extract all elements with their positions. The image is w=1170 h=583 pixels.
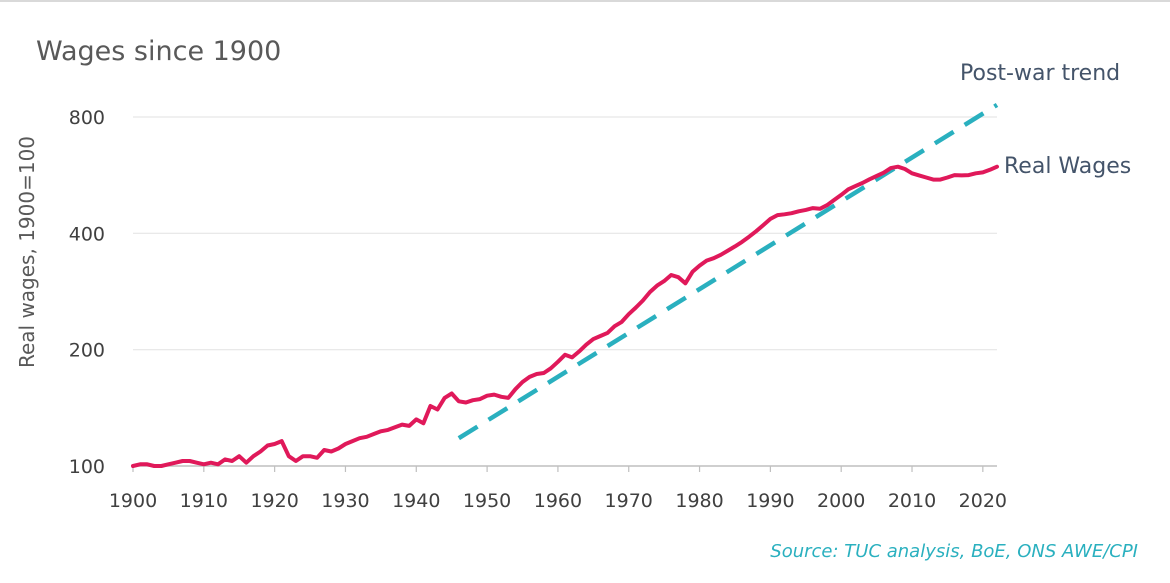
series-label-post-war-trend: Post-war trend [960, 61, 1120, 86]
x-tick-label: 1910 [180, 490, 228, 512]
source-note: Source: TUC analysis, BoE, ONS AWE/CPI [770, 541, 1138, 562]
x-tick-label: 1960 [534, 490, 582, 512]
series-label-real-wages: Real Wages [1004, 154, 1131, 179]
y-tick-label: 200 [69, 340, 105, 362]
series-line-real-wages [131, 164, 999, 468]
x-axis-ticks: 1900 1910 1920 1930 1940 1950 1960 1970 1980 1990… [109, 466, 1007, 512]
x-tick-label: 2000 [817, 490, 865, 512]
x-tick-label: 2010 [888, 490, 936, 512]
x-tick-label: 1940 [392, 490, 440, 512]
chart-title: Wages since 1900 [36, 36, 281, 67]
series-line-post-war-trend [457, 102, 999, 441]
y-tick-label: 100 [69, 456, 105, 478]
x-tick-label: 1900 [109, 490, 157, 512]
x-tick-label: 1950 [463, 490, 511, 512]
y-tick-label: 800 [69, 107, 105, 129]
x-tick-label: 2020 [959, 490, 1007, 512]
y-axis-ticks: 100 200 400 800 [69, 107, 105, 478]
x-tick-label: 1920 [250, 490, 298, 512]
x-tick-label: 1930 [321, 490, 369, 512]
y-axis-label: Real wages, 1900=100 [15, 136, 39, 368]
gridlines [133, 116, 997, 351]
top-divider [0, 0, 1170, 2]
x-tick-label: 1990 [746, 490, 794, 512]
y-tick-label: 400 [69, 223, 105, 245]
series-group [131, 102, 999, 468]
x-tick-label: 1970 [605, 490, 653, 512]
x-tick-label: 1980 [675, 490, 723, 512]
